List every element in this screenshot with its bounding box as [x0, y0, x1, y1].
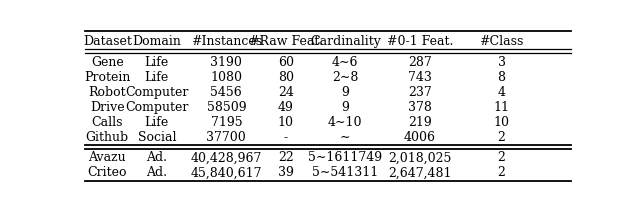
Text: 58509: 58509 — [207, 101, 246, 114]
Text: 219: 219 — [408, 116, 431, 129]
Text: 60: 60 — [278, 56, 294, 69]
Text: Criteo: Criteo — [88, 166, 127, 180]
Text: 378: 378 — [408, 101, 432, 114]
Text: 1080: 1080 — [211, 71, 243, 84]
Text: Life: Life — [145, 71, 169, 84]
Text: #Raw Feat.: #Raw Feat. — [249, 35, 323, 48]
Text: 4: 4 — [498, 86, 506, 99]
Text: Protein: Protein — [84, 71, 131, 84]
Text: Social: Social — [138, 131, 176, 144]
Text: 5∼1611749: 5∼1611749 — [308, 151, 383, 164]
Text: 2: 2 — [498, 131, 506, 144]
Text: Avazu: Avazu — [88, 151, 126, 164]
Text: 40,428,967: 40,428,967 — [191, 151, 262, 164]
Text: 10: 10 — [278, 116, 294, 129]
Text: 2: 2 — [498, 151, 506, 164]
Text: 2,647,481: 2,647,481 — [388, 166, 451, 180]
Text: Ad.: Ad. — [147, 166, 168, 180]
Text: 4006: 4006 — [404, 131, 436, 144]
Text: 37700: 37700 — [207, 131, 246, 144]
Text: 22: 22 — [278, 151, 294, 164]
Text: 5456: 5456 — [211, 86, 242, 99]
Text: #Class: #Class — [479, 35, 524, 48]
Text: Ad.: Ad. — [147, 151, 168, 164]
Text: -: - — [284, 131, 288, 144]
Text: 4∼6: 4∼6 — [332, 56, 358, 69]
Text: Computer: Computer — [125, 86, 189, 99]
Text: 237: 237 — [408, 86, 431, 99]
Text: 39: 39 — [278, 166, 294, 180]
Text: 3: 3 — [498, 56, 506, 69]
Text: 8: 8 — [498, 71, 506, 84]
Text: Life: Life — [145, 56, 169, 69]
Text: 45,840,617: 45,840,617 — [191, 166, 262, 180]
Text: Github: Github — [86, 131, 129, 144]
Text: 5∼541311: 5∼541311 — [312, 166, 378, 180]
Text: Calls: Calls — [92, 116, 123, 129]
Text: 10: 10 — [493, 116, 509, 129]
Text: 2∼8: 2∼8 — [332, 71, 358, 84]
Text: 287: 287 — [408, 56, 431, 69]
Text: ∼: ∼ — [340, 131, 351, 144]
Text: 743: 743 — [408, 71, 432, 84]
Text: 9: 9 — [341, 101, 349, 114]
Text: Computer: Computer — [125, 101, 189, 114]
Text: Dataset: Dataset — [83, 35, 132, 48]
Text: Domain: Domain — [132, 35, 181, 48]
Text: Robot: Robot — [88, 86, 126, 99]
Text: Drive: Drive — [90, 101, 125, 114]
Text: Life: Life — [145, 116, 169, 129]
Text: #Instances: #Instances — [191, 35, 262, 48]
Text: 11: 11 — [493, 101, 509, 114]
Text: 2,018,025: 2,018,025 — [388, 151, 451, 164]
Text: 9: 9 — [341, 86, 349, 99]
Text: 4∼10: 4∼10 — [328, 116, 363, 129]
Text: 24: 24 — [278, 86, 294, 99]
Text: 49: 49 — [278, 101, 294, 114]
Text: 7195: 7195 — [211, 116, 242, 129]
Text: 2: 2 — [498, 166, 506, 180]
Text: 80: 80 — [278, 71, 294, 84]
Text: 3190: 3190 — [211, 56, 243, 69]
Text: #0-1 Feat.: #0-1 Feat. — [387, 35, 453, 48]
Text: Cardinality: Cardinality — [310, 35, 381, 48]
Text: Gene: Gene — [91, 56, 124, 69]
